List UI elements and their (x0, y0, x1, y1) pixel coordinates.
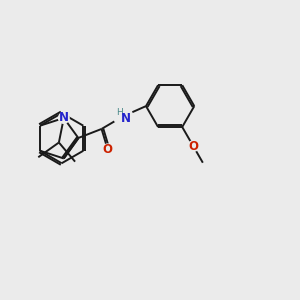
Circle shape (114, 107, 133, 126)
Text: H: H (116, 108, 123, 117)
Circle shape (188, 141, 199, 152)
Text: O: O (103, 143, 113, 156)
Text: N: N (121, 112, 131, 125)
Text: O: O (188, 140, 198, 153)
Text: N: N (59, 112, 69, 124)
Circle shape (102, 144, 113, 154)
Circle shape (58, 113, 69, 123)
